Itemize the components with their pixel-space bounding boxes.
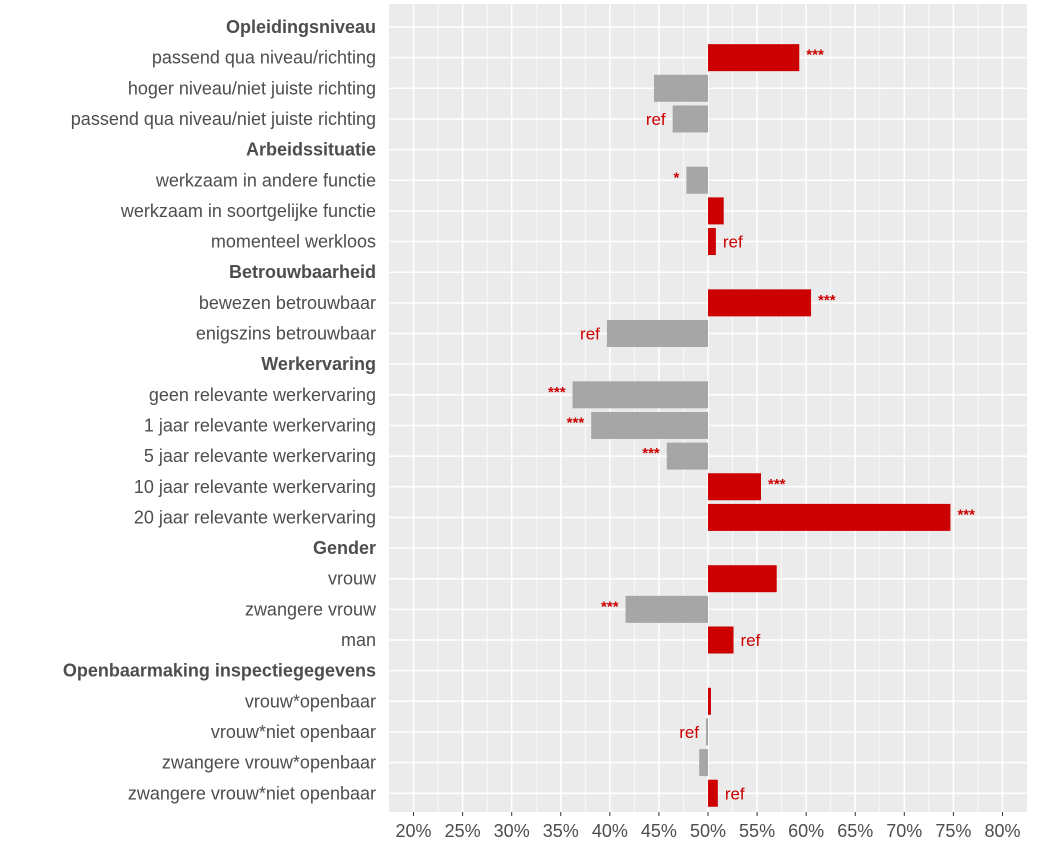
group-label-opleidingsniveau: Opleidingsniveau: [226, 17, 376, 37]
x-tick-label-40: 40%: [592, 821, 628, 841]
category-label-werkzaam-in-andere-functie: werkzaam in andere functie: [155, 170, 376, 190]
x-tick-label-70: 70%: [886, 821, 922, 841]
bar-momenteel-werkloos: [708, 228, 716, 256]
bar-1-jaar-relevante-werkervaring: [591, 411, 708, 439]
category-label-bewezen-betrouwbaar: bewezen betrouwbaar: [199, 293, 376, 313]
significance-label-zwangere-vrouw: ***: [601, 598, 619, 615]
bar-werkzaam-in-andere-functie: [686, 166, 708, 194]
category-label-vrouw-niet-openbaar: vrouw*niet openbaar: [211, 722, 376, 742]
group-label-openbaarmaking-inspectiegegevens: Openbaarmaking inspectiegegevens: [63, 661, 376, 681]
x-tick-label-60: 60%: [788, 821, 824, 841]
group-label-werkervaring: Werkervaring: [261, 354, 376, 374]
category-label-vrouw: vrouw: [328, 569, 377, 589]
x-tick-label-35: 35%: [543, 821, 579, 841]
ref-label-passend-qua-niveau-niet-juiste-richting: ref: [646, 110, 666, 129]
significance-label-1-jaar-relevante-werkervaring: ***: [567, 414, 585, 431]
ref-label-man: ref: [741, 631, 761, 650]
ref-label-vrouw-niet-openbaar: ref: [679, 723, 699, 742]
group-label-gender: Gender: [313, 538, 376, 558]
bar-man: [708, 626, 734, 654]
ref-label-momenteel-werkloos: ref: [723, 233, 743, 252]
bar-hoger-niveau-niet-juiste-richting: [654, 74, 708, 102]
category-label-10-jaar-relevante-werkervaring: 10 jaar relevante werkervaring: [134, 477, 376, 497]
significance-label-werkzaam-in-andere-functie: *: [674, 169, 680, 186]
category-label-geen-relevante-werkervaring: geen relevante werkervaring: [149, 385, 376, 405]
significance-label-passend-qua-niveau-richting: ***: [806, 47, 824, 64]
bar-bewezen-betrouwbaar: [708, 289, 812, 317]
significance-label-5-jaar-relevante-werkervaring: ***: [642, 445, 660, 462]
bar-20-jaar-relevante-werkervaring: [708, 503, 951, 531]
category-label-zwangere-vrouw: zwangere vrouw: [245, 599, 377, 619]
category-label-passend-qua-niveau-richting: passend qua niveau/richting: [152, 48, 376, 68]
category-label-5-jaar-relevante-werkervaring: 5 jaar relevante werkervaring: [144, 446, 376, 466]
significance-label-bewezen-betrouwbaar: ***: [818, 292, 836, 309]
x-tick-label-80: 80%: [984, 821, 1020, 841]
category-label-20-jaar-relevante-werkervaring: 20 jaar relevante werkervaring: [134, 507, 376, 527]
category-label-enigszins-betrouwbaar: enigszins betrouwbaar: [196, 324, 376, 344]
category-label-passend-qua-niveau-niet-juiste-richting: passend qua niveau/niet juiste richting: [71, 109, 376, 129]
bar-10-jaar-relevante-werkervaring: [708, 473, 762, 501]
significance-label-20-jaar-relevante-werkervaring: ***: [957, 506, 975, 523]
significance-label-10-jaar-relevante-werkervaring: ***: [768, 476, 786, 493]
x-tick-label-50: 50%: [690, 821, 726, 841]
category-label-1-jaar-relevante-werkervaring: 1 jaar relevante werkervaring: [144, 415, 376, 435]
bar-enigszins-betrouwbaar: [606, 320, 708, 347]
x-tick-label-55: 55%: [739, 821, 775, 841]
x-tick-label-45: 45%: [641, 821, 677, 841]
group-label-betrouwbaarheid: Betrouwbaarheid: [229, 262, 376, 282]
x-tick-label-20: 20%: [396, 821, 432, 841]
bar-passend-qua-niveau-richting: [708, 44, 800, 72]
category-label-zwangere-vrouw-niet-openbaar: zwangere vrouw*niet openbaar: [128, 783, 376, 803]
bar-zwangere-vrouw-openbaar: [699, 749, 708, 777]
category-label-werkzaam-in-soortgelijke-functie: werkzaam in soortgelijke functie: [120, 201, 376, 221]
group-label-arbeidssituatie: Arbeidssituatie: [246, 140, 376, 160]
bar-zwangere-vrouw-niet-openbaar: [708, 779, 718, 807]
x-tick-label-25: 25%: [445, 821, 481, 841]
significance-label-geen-relevante-werkervaring: ***: [548, 384, 566, 401]
bar-passend-qua-niveau-niet-juiste-richting: [672, 105, 708, 133]
bar-werkzaam-in-soortgelijke-functie: [708, 197, 724, 225]
category-label-hoger-niveau-niet-juiste-richting: hoger niveau/niet juiste richting: [128, 78, 376, 98]
ref-label-zwangere-vrouw-niet-openbaar: ref: [725, 784, 745, 803]
category-label-man: man: [341, 630, 376, 650]
bar-geen-relevante-werkervaring: [572, 381, 708, 409]
ref-label-enigszins-betrouwbaar: ref: [580, 325, 600, 344]
x-tick-label-65: 65%: [837, 821, 873, 841]
bar-vrouw-niet-openbaar: [706, 718, 708, 746]
bar-vrouw: [708, 565, 777, 593]
category-label-vrouw-openbaar: vrouw*openbaar: [245, 691, 376, 711]
x-tick-label-30: 30%: [494, 821, 530, 841]
bar-vrouw-openbaar: [708, 687, 711, 715]
bar-5-jaar-relevante-werkervaring: [666, 442, 708, 470]
bar-zwangere-vrouw: [625, 595, 708, 623]
x-tick-label-75: 75%: [935, 821, 971, 841]
category-label-zwangere-vrouw-openbaar: zwangere vrouw*openbaar: [162, 753, 376, 773]
category-label-momenteel-werkloos: momenteel werkloos: [211, 232, 376, 252]
